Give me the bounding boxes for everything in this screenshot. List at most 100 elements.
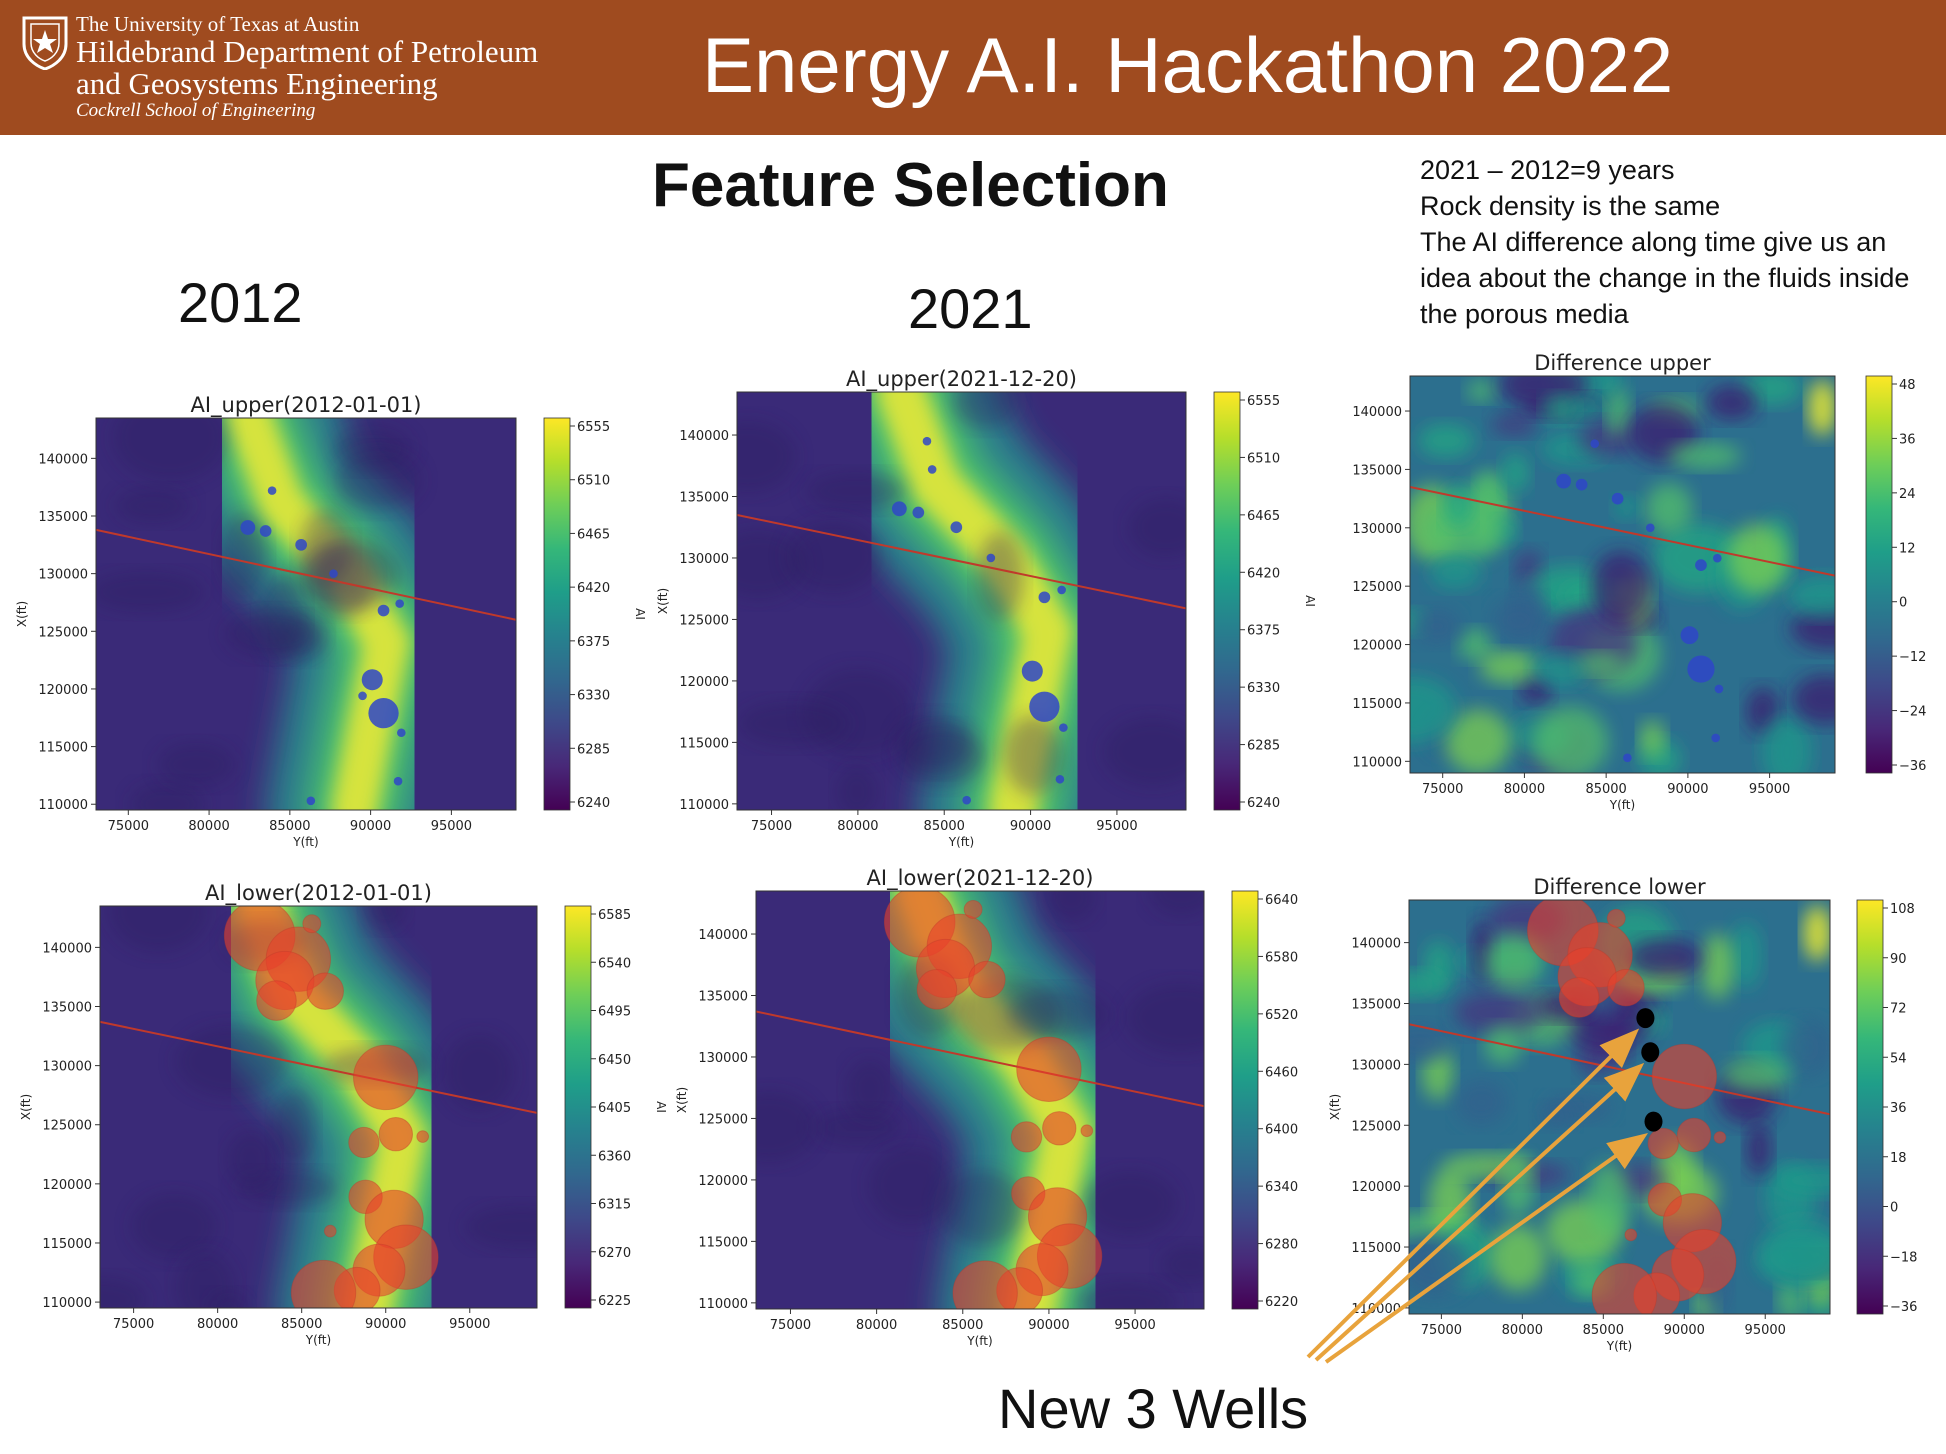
- fault-line: [737, 513, 1186, 610]
- heatmap-texture: [805, 471, 906, 510]
- plot-frame: [1409, 375, 1836, 774]
- heatmap-band-core: [226, 418, 412, 810]
- x-tick-label: 95000: [1745, 1323, 1786, 1338]
- heatmap-texture: [1046, 891, 1097, 922]
- colorbar-tick-label: 6465: [1247, 509, 1280, 524]
- x-tick-label: 75000: [770, 1318, 811, 1333]
- heatmap-texture: [335, 450, 421, 510]
- colorbar-tick-label: 6405: [598, 1101, 631, 1116]
- heatmap-texture: [1578, 652, 1625, 675]
- heatmap-texture: [1746, 686, 1781, 735]
- well-marker: [397, 728, 406, 738]
- wells: [891, 436, 1068, 805]
- y-tick-label: 115000: [679, 736, 729, 751]
- y-tick-label: 140000: [1351, 937, 1401, 952]
- y-tick-label: 130000: [679, 552, 729, 567]
- colorbar-tick-label: 6330: [577, 689, 610, 704]
- well-marker: [306, 972, 344, 1010]
- well-marker: [922, 436, 932, 446]
- heatmap-texture: [1729, 921, 1762, 990]
- colorbar-tick-label: 6340: [1265, 1180, 1298, 1195]
- y-tick-label: 120000: [1351, 1180, 1401, 1195]
- colorbar-tick-label: 6330: [1247, 681, 1280, 696]
- colorbar-tick-label: 6285: [1247, 739, 1280, 754]
- y-tick-label: 125000: [42, 1119, 92, 1134]
- y-tick-label: 120000: [42, 1178, 92, 1193]
- y-axis-label: X(ft): [1328, 1094, 1342, 1120]
- heatmap-texture: [1639, 720, 1665, 758]
- heatmap-texture: [1004, 715, 1063, 796]
- colorbar-tick-label: −24: [1899, 705, 1926, 720]
- heatmap-texture: [464, 1205, 537, 1249]
- x-tick-label: 85000: [1585, 782, 1626, 797]
- heatmap-texture: [1485, 933, 1543, 990]
- y-tick-label: 130000: [1352, 522, 1402, 537]
- new-well-marker: [1641, 1042, 1660, 1063]
- well-marker: [1038, 591, 1051, 604]
- well-marker: [927, 465, 937, 474]
- colorbar-tick-label: 6240: [577, 796, 610, 811]
- well-marker: [240, 520, 256, 535]
- fault-line: [100, 1020, 537, 1114]
- y-tick-label: 125000: [1351, 1119, 1401, 1134]
- well-marker: [968, 960, 1006, 999]
- heatmap-texture: [1457, 629, 1494, 661]
- heatmap-texture: [1789, 575, 1835, 618]
- heatmap-texture: [737, 420, 797, 493]
- heatmap-texture: [868, 1145, 954, 1225]
- x-tick-label: 90000: [350, 819, 391, 834]
- x-tick-label: 75000: [113, 1317, 154, 1332]
- colorbar-tick-label: 6360: [598, 1149, 631, 1164]
- heatmap-texture: [175, 1025, 288, 1098]
- heatmap-texture: [1103, 717, 1186, 786]
- well-marker: [1623, 753, 1632, 763]
- heatmap-texture: [1444, 709, 1511, 773]
- heatmap-texture: [756, 1090, 818, 1163]
- well-marker: [950, 521, 963, 534]
- well-marker: [256, 980, 297, 1021]
- colorbar-tick-label: 6400: [1265, 1123, 1298, 1138]
- well-marker: [1711, 733, 1720, 743]
- heatmap-texture: [1076, 1281, 1178, 1309]
- year-label-2021: 2021: [908, 277, 1033, 340]
- y-tick-label: 120000: [38, 683, 88, 698]
- heatmap-texture: [1455, 1079, 1508, 1126]
- x-tick-label: 80000: [197, 1317, 238, 1332]
- well-marker: [378, 1116, 414, 1152]
- colorbar-tick-label: 6285: [577, 742, 610, 757]
- well-marker: [1591, 1263, 1658, 1314]
- colorbar-tick-label: 6220: [1265, 1295, 1298, 1310]
- well-marker: [1651, 1043, 1717, 1110]
- school-name: Cockrell School of Engineering: [76, 100, 316, 121]
- x-tick-label: 95000: [449, 1317, 490, 1332]
- well-marker: [295, 538, 308, 551]
- heatmap-texture: [1412, 607, 1462, 645]
- heatmap-texture: [1587, 1162, 1631, 1238]
- colorbar-tick-label: 6510: [1247, 451, 1280, 466]
- x-tick-label: 95000: [1114, 1318, 1155, 1333]
- well-marker: [891, 501, 907, 517]
- colorbar-tick-label: −36: [1899, 759, 1926, 774]
- heatmap-texture: [1428, 1166, 1472, 1239]
- x-tick-label: 85000: [942, 1318, 983, 1333]
- plot-frame: [1408, 899, 1831, 1315]
- x-tick-label: 80000: [1504, 782, 1545, 797]
- new-well-arrow: [1314, 1062, 1645, 1362]
- colorbar-tick-label: 6240: [1247, 796, 1280, 811]
- well-marker: [1676, 1117, 1712, 1153]
- heatmap-texture: [1453, 990, 1544, 1035]
- heatmap-texture: [1777, 1278, 1803, 1314]
- y-tick-label: 125000: [679, 613, 729, 628]
- heatmap-texture: [1645, 482, 1693, 535]
- well-marker: [1029, 691, 1060, 722]
- y-tick-label: 115000: [42, 1237, 92, 1252]
- y-tick-label: 115000: [698, 1235, 748, 1250]
- heatmap-texture: [1808, 379, 1835, 436]
- well-marker: [1606, 908, 1626, 928]
- heatmap-texture: [1606, 389, 1631, 437]
- new-well-marker: [1636, 1008, 1655, 1029]
- x-tick-label: 75000: [751, 819, 792, 834]
- y-tick-label: 125000: [38, 625, 88, 640]
- colorbar-tick-label: 48: [1899, 378, 1916, 393]
